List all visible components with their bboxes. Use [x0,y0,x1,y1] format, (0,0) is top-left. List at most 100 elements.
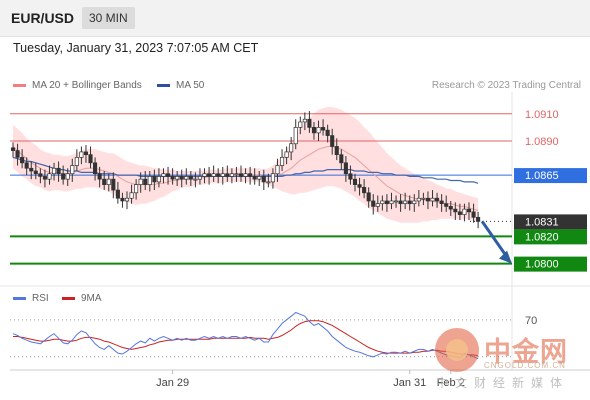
candle-body [275,165,280,175]
projection-arrow-head [499,250,512,264]
header-bar: EUR/USD 30 MIN [0,0,590,37]
legend-rsi-label: RSI [32,293,49,304]
candle-body [179,176,184,180]
candle-body [348,173,353,180]
candle-body [147,176,152,185]
candles [10,111,481,229]
watermark-tagline: 中文财经新媒体 [436,376,570,390]
candle-body [42,176,47,180]
candle-body [289,143,294,153]
bollinger-band [13,107,479,223]
candle-body [407,200,412,205]
candle-body [302,118,307,123]
legend-ma20-label: MA 20 + Bollinger Bands [32,80,142,91]
candle-body [202,173,207,177]
candle-body [111,178,116,191]
candle-body [421,197,426,200]
candle-body [430,197,435,202]
candle-body [79,151,84,158]
candle-body [457,211,462,215]
candle-body [471,211,476,218]
candle-body [152,176,157,183]
candle-body [70,165,75,175]
candle-body [366,192,371,202]
candle-body [197,176,203,180]
candle-body [229,173,234,177]
candle-body [216,173,221,177]
candle-body [293,127,298,145]
candle-body [279,157,285,166]
symbol-label: EUR/USD [11,10,75,26]
ma50-swatch [157,83,170,87]
candle-body [444,203,449,207]
rsi-ma-swatch [62,296,75,300]
x-label-Jan-31: Jan 31 [393,377,426,389]
timeframe-badge[interactable]: 30 MIN [82,7,135,29]
level-label-1-0890: 1.0890 [525,136,559,148]
candle-body [120,197,125,202]
level-label-1-0800-bg [514,256,587,272]
watermark-url: CNGOLD.COM.CN [484,361,566,370]
candle-body [270,173,275,183]
projection-arrow-line [480,220,508,257]
candle-body [234,173,239,176]
ma20-swatch [13,83,26,87]
candle-body [74,157,79,166]
legend-ma50-label: MA 50 [176,80,205,91]
level-label-1-0820: 1.0820 [525,231,559,243]
candle-body [398,200,403,205]
candle-body [56,167,61,175]
candle-body [316,127,321,134]
candle-body [143,178,148,185]
level-label-1-0831: 1.0831 [525,216,559,228]
candle-body [33,170,38,175]
candle-body [15,150,20,158]
candle-body [257,176,262,180]
candle-body [115,189,120,199]
candle-body [453,208,458,213]
candle-body [343,162,348,175]
candle-body [243,173,248,177]
candle-body [225,173,230,177]
level-label-1-0910: 1.0910 [525,109,559,121]
candle-body [165,173,171,177]
candle-body [129,192,134,199]
candle-body [476,216,481,222]
candle-body [161,173,166,177]
candle-body [10,147,16,151]
candle-body [51,167,57,175]
candle-body [88,154,93,164]
legend-ma20-bollinger: MA 20 + Bollinger Bands [13,80,142,91]
candle-body [252,176,257,180]
candle-body [325,129,330,136]
candle-body [193,178,198,181]
candle-body [211,173,216,177]
legend-ma50: MA 50 [157,80,204,91]
candle-body [156,176,161,183]
rsi-line [12,311,479,360]
candle-body [175,176,180,180]
x-label-Jan-29: Jan 29 [156,377,189,389]
candle-body [362,186,367,194]
candle-body [248,173,253,177]
level-label-1-0800: 1.0800 [525,259,559,271]
candle-body [207,173,212,177]
level-label-1-0831-bg [514,214,587,230]
candle-body [170,176,175,180]
candle-body [93,162,98,175]
candle-body [439,200,444,205]
rsi-swatch [13,296,26,300]
candle-body [466,208,472,213]
rsi-level-label: 70 [525,315,537,327]
level-label-1-0865: 1.0865 [525,170,559,182]
candle-body [330,135,335,147]
candle-body [403,200,408,205]
candle-body [284,151,289,158]
candle-body [184,176,189,180]
candle-body [20,157,25,164]
x-label-Feb-2: Feb 2 [437,377,465,389]
level-label-1-0865-bg [514,168,587,184]
candle-body [134,184,139,194]
candle-body [389,200,394,205]
